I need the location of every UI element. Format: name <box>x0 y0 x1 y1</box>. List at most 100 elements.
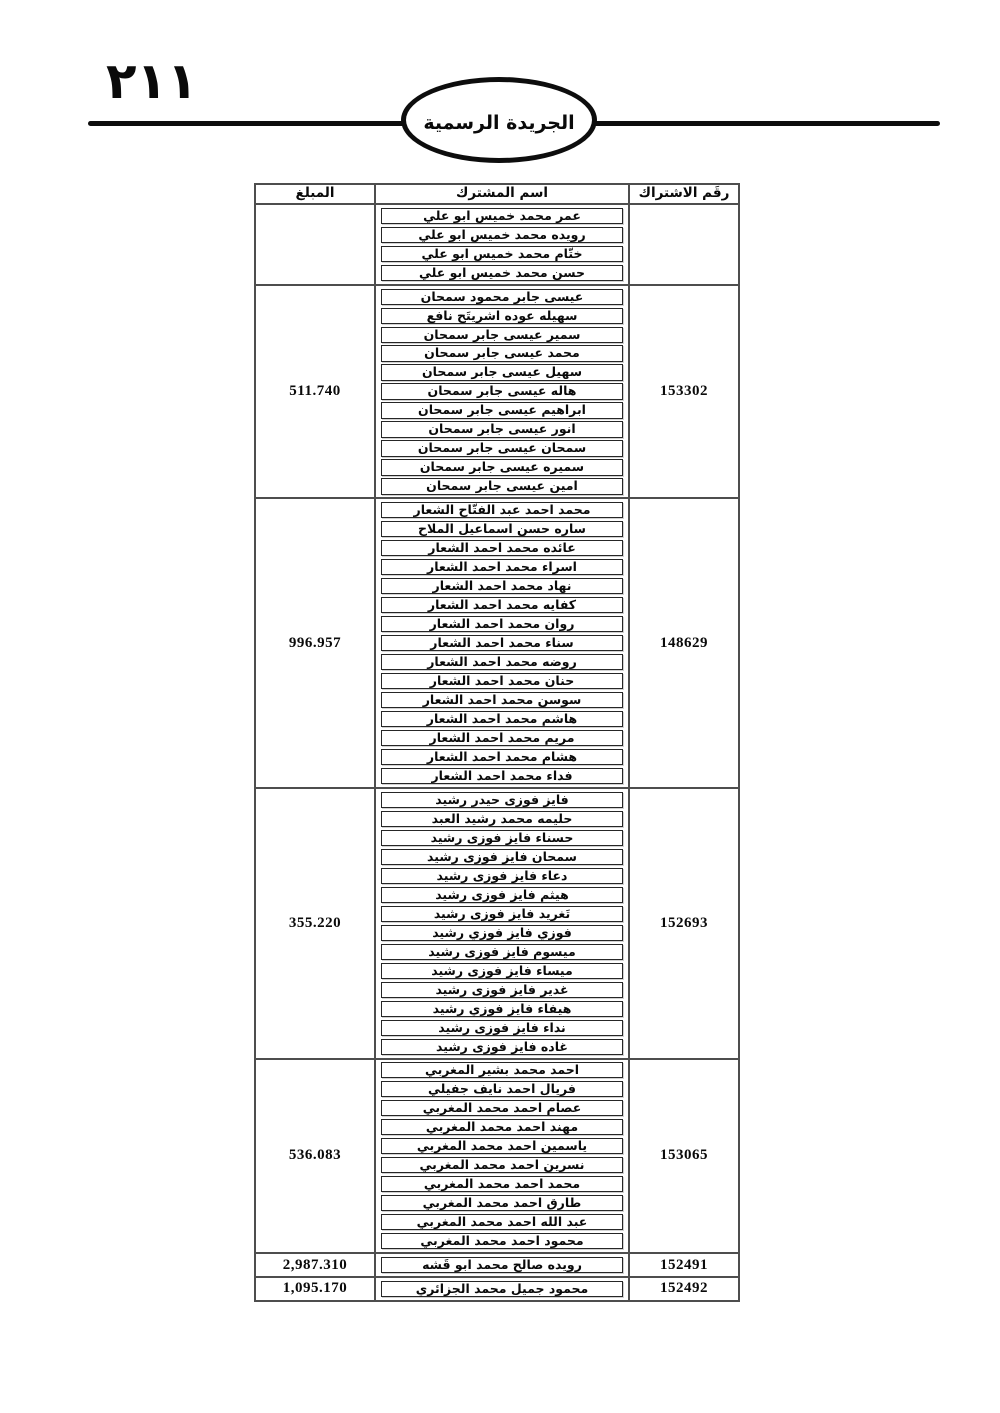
subscriber-names-stack: عمر محمد خميس ابو علي رويده محمد خميس ابو… <box>376 205 628 284</box>
subscriber-name: هشام محمد احمد الشعار <box>381 748 623 766</box>
subscriber-name: عائده محمد احمد الشعار <box>381 540 623 557</box>
subscriber-name: ختّام محمد خميس ابو علي <box>381 245 623 262</box>
subscribers-table: رقَم الاشتراك اسم المشترك المبلغ عمر محم… <box>254 183 740 1302</box>
subscription-number-cell <box>628 203 740 286</box>
subscriber-name: نسرين احمد محمد المغربي <box>381 1157 623 1174</box>
subscriber-names-cell: عمر محمد خميس ابو علي رويده محمد خميس ابو… <box>374 203 630 286</box>
subscriber-name: احمد محمد بشير المغربي <box>381 1062 623 1079</box>
table-body: عمر محمد خميس ابو علي رويده محمد خميس ابو… <box>254 203 740 1302</box>
subscriber-name: روضه محمد احمد الشعار <box>381 654 623 671</box>
subscriber-name: مهند احمد محمد المغربي <box>381 1119 623 1136</box>
subscriber-name: عصام احمد محمد المغربي <box>381 1100 623 1117</box>
subscriber-names-stack: عيسى جابر محمود سمحان سهيله عوده اشريتَح … <box>376 286 628 498</box>
subscriber-name: سوسن محمد احمد الشعار <box>381 692 623 709</box>
subscriber-name: نداء فايز فوزى رشيد <box>381 1019 623 1036</box>
subscriber-name: محمد عيسى جابر سمحان <box>381 345 623 362</box>
subscriber-name: تَغريد فايز فوزى رشيد <box>381 905 623 922</box>
subscriber-names-cell: احمد محمد بشير المغربي فريال احمد نايف جف… <box>374 1057 630 1255</box>
subscriber-name: اسراء محمد احمد الشعار <box>381 559 623 576</box>
subscriber-name: امين عيسى جابر سمحان <box>381 478 623 495</box>
subscriber-name: فايز فوزى حيدر رشيد <box>381 791 623 808</box>
subscriber-name: نهاد محمد احمد الشعار <box>381 578 623 595</box>
subscription-number-cell: 153065 <box>628 1057 740 1255</box>
subscriber-names-cell: رويده صالح محمد ابو قَشه <box>374 1252 630 1278</box>
subscriber-name: حنان محمد احمد الشعار <box>381 673 623 690</box>
subscriber-name: ساره حسن اسماعيل الملاح <box>381 521 623 538</box>
subscriber-names-stack: فايز فوزى حيدر رشيد حليمه محمد رشيد العبد… <box>376 789 628 1058</box>
subscriber-group-row: 153302 عيسى جابر محمود سمحان سهيله عوده اش… <box>254 283 740 500</box>
subscriber-group-row: 152491 رويده صالح محمد ابو قَشه 2,987.310 <box>254 1252 740 1278</box>
subscriber-name: حليمه محمد رشيد العبد <box>381 810 623 827</box>
subscriber-group-row: 152492 محمود جميل محمد الجزائري 1,095.170 <box>254 1275 740 1302</box>
subscriber-name: فوزي فايز فوزي رشيد <box>381 924 623 941</box>
subscriber-name: محمود احمد محمد المغربي <box>381 1233 623 1250</box>
subscriber-name: هاشم محمد احمد الشعار <box>381 710 623 728</box>
subscriber-name: عيسى جابر محمود سمحان <box>381 288 623 305</box>
subscriber-name: مريم محمد احمد الشعار <box>381 729 623 747</box>
subscriber-name: ميساء فايز فوزى رشيد <box>381 962 623 979</box>
subscription-number-cell: 152693 <box>628 786 740 1060</box>
subscriber-name: سهيل عيسى جابر سمحان <box>381 364 623 381</box>
subscription-number-cell: 153302 <box>628 283 740 500</box>
subscriber-name: دعاء فايز فوزى رشيد <box>381 867 623 884</box>
subscriber-name: هيثم فايز فوزى رشيد <box>381 886 623 903</box>
subscriber-name: ميسوم فايز فوزى رشيد <box>381 943 623 960</box>
subscriber-name: محمد احمد محمد المغربي <box>381 1176 623 1193</box>
amount-cell: 536.083 <box>254 1057 376 1255</box>
subscriber-name: كفايه محمد احمد الشعار <box>381 597 623 614</box>
subscription-number-cell: 152491 <box>628 1252 740 1278</box>
subscriber-name: ابراهيم عيسى جابر سمحان <box>381 402 623 419</box>
subscriber-name: سمحان عيسى جابر سمحان <box>381 440 623 457</box>
subscriber-name: سمحان فايز فوزى رشيد <box>381 848 623 865</box>
amount-cell: 1,095.170 <box>254 1275 376 1302</box>
subscriber-name: محمد احمد عبد الفتّاح الشعار <box>381 502 623 519</box>
amount-cell: 996.957 <box>254 497 376 789</box>
subscriber-group-row: 152693 فايز فوزى حيدر رشيد حليمه محمد رشيد… <box>254 786 740 1060</box>
subscriber-names-stack: محمود جميل محمد الجزائري <box>376 1278 628 1300</box>
subscriber-name: غدير فايز فوزى رشيد <box>381 981 623 998</box>
column-header-subscription-number: رقَم الاشتراك <box>628 183 740 205</box>
journal-title: الجريدة الرسمية <box>423 111 575 134</box>
amount-cell: 2,987.310 <box>254 1252 376 1278</box>
subscriber-name: حسناء فايز فوزى رشيد <box>381 829 623 846</box>
subscriber-group-row: 148629 محمد احمد عبد الفتّاح الشعار ساره ح… <box>254 497 740 789</box>
column-header-amount: المبلغ <box>254 183 376 205</box>
subscriber-name: سناء محمد احمد الشعار <box>381 635 623 652</box>
subscriber-name: غاده فايز فوزى رشيد <box>381 1038 623 1055</box>
subscriber-name: روان محمد احمد الشعار <box>381 616 623 633</box>
page-number: ٢١١ <box>106 52 198 110</box>
subscriber-group-row: عمر محمد خميس ابو علي رويده محمد خميس ابو… <box>254 203 740 286</box>
subscriber-group-row: 153065 احمد محمد بشير المغربي فريال احمد ن… <box>254 1057 740 1255</box>
subscription-number-cell: 148629 <box>628 497 740 789</box>
amount-cell: 511.740 <box>254 283 376 500</box>
subscriber-names-cell: عيسى جابر محمود سمحان سهيله عوده اشريتَح … <box>374 283 630 500</box>
subscriber-name: محمود جميل محمد الجزائري <box>381 1280 623 1297</box>
subscriber-name: رويده محمد خميس ابو علي <box>381 226 623 243</box>
subscriber-names-stack: رويده صالح محمد ابو قَشه <box>376 1254 628 1276</box>
subscriber-name: ياسمين احمد محمد المغربي <box>381 1138 623 1155</box>
subscriber-name: سهيله عوده اشريتَح نافع <box>381 307 623 324</box>
subscriber-name: هيفاء فايز فوزي رشيد <box>381 1000 623 1017</box>
subscriber-name: حسن محمد خميس ابو علي <box>381 264 623 281</box>
subscriber-name: عبد الله احمد محمد المغربي <box>381 1214 623 1231</box>
column-header-subscriber-name: اسم المشترك <box>374 183 630 205</box>
subscriber-name: هاله عيسى جابر سمحان <box>381 383 623 400</box>
subscriber-name: سميره عيسى جابر سمحان <box>381 459 623 476</box>
subscriber-name: فداء محمد احمد الشعار <box>381 767 623 785</box>
table-header-row: رقَم الاشتراك اسم المشترك المبلغ <box>254 183 740 205</box>
subscription-number-cell: 152492 <box>628 1275 740 1302</box>
subscriber-names-stack: احمد محمد بشير المغربي فريال احمد نايف جف… <box>376 1060 628 1253</box>
subscriber-name: عمر محمد خميس ابو علي <box>381 207 623 224</box>
amount-cell <box>254 203 376 286</box>
subscriber-names-cell: فايز فوزى حيدر رشيد حليمه محمد رشيد العبد… <box>374 786 630 1060</box>
journal-title-ellipse: الجريدة الرسمية <box>401 77 597 163</box>
subscriber-name: رويده صالح محمد ابو قَشه <box>381 1256 623 1274</box>
subscriber-name: طارق احمد محمد المغربي <box>381 1195 623 1212</box>
subscriber-name: سمير عيسى جابر سمحان <box>381 326 623 343</box>
subscriber-name: انور عيسى جابر سمحان <box>381 421 623 438</box>
subscriber-names-cell: محمد احمد عبد الفتّاح الشعار ساره حسن اسم… <box>374 497 630 789</box>
subscriber-names-cell: محمود جميل محمد الجزائري <box>374 1275 630 1302</box>
subscriber-name: فريال احمد نايف جفيلي <box>381 1081 623 1098</box>
subscriber-names-stack: محمد احمد عبد الفتّاح الشعار ساره حسن اسم… <box>376 499 628 787</box>
